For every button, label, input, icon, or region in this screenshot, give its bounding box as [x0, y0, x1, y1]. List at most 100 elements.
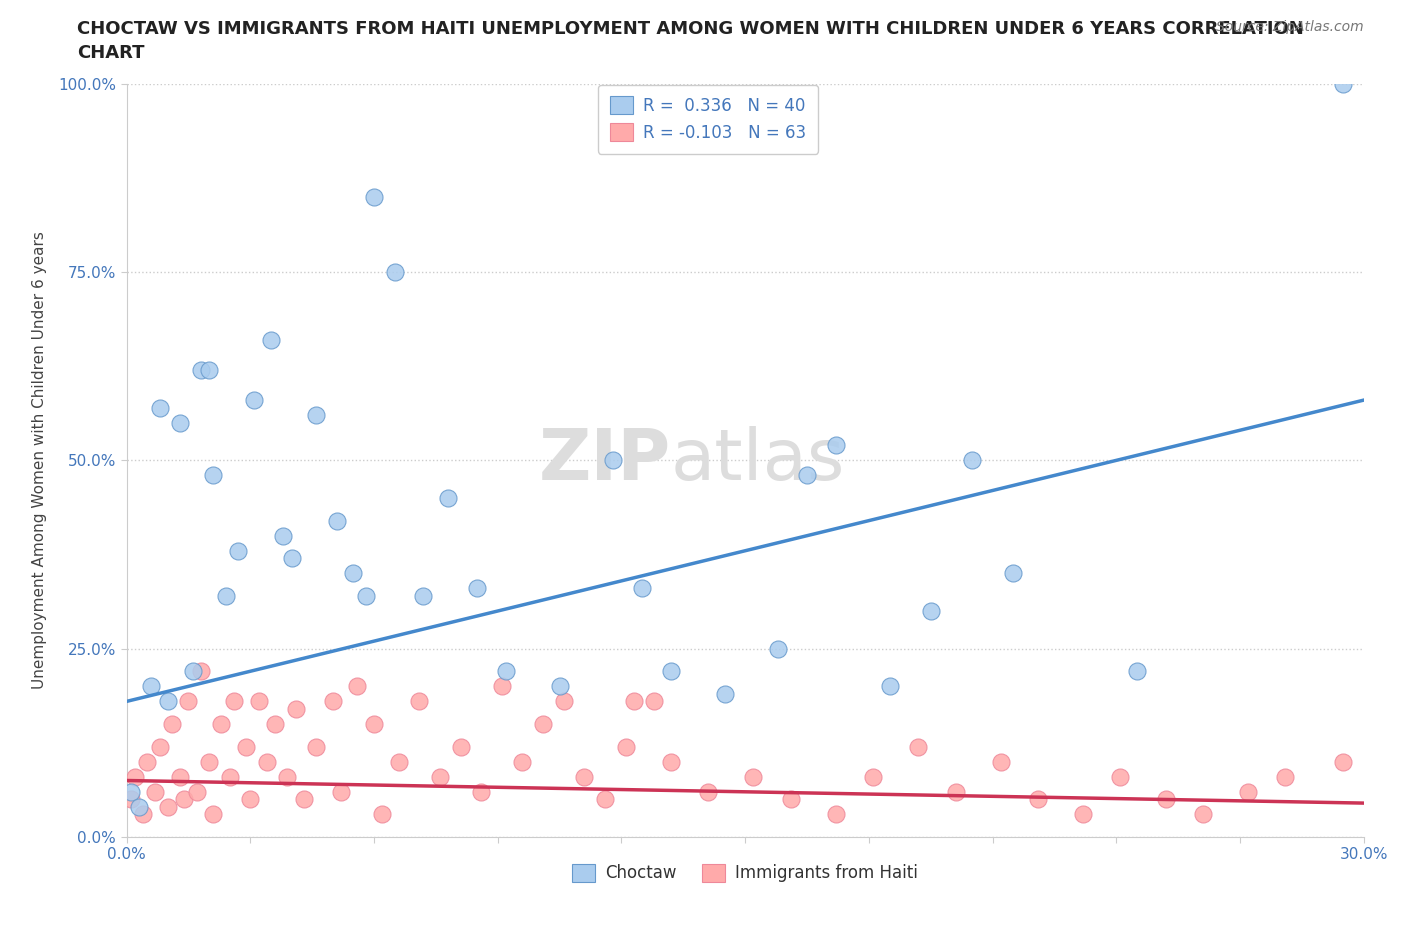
Point	[470, 784, 492, 799]
Point	[284, 701, 307, 716]
Point	[602, 453, 624, 468]
Point	[495, 664, 517, 679]
Point	[198, 754, 221, 769]
Text: CHOCTAW VS IMMIGRANTS FROM HAITI UNEMPLOYMENT AMONG WOMEN WITH CHILDREN UNDER 6 : CHOCTAW VS IMMIGRANTS FROM HAITI UNEMPLO…	[77, 20, 1305, 38]
Point	[429, 769, 451, 784]
Point	[531, 717, 554, 732]
Point	[330, 784, 353, 799]
Point	[1331, 76, 1354, 91]
Point	[825, 807, 848, 822]
Point	[148, 400, 170, 415]
Point	[796, 468, 818, 483]
Point	[465, 581, 488, 596]
Point	[659, 664, 682, 679]
Point	[145, 784, 167, 799]
Legend: Choctaw, Immigrants from Haiti: Choctaw, Immigrants from Haiti	[565, 857, 925, 889]
Point	[181, 664, 204, 679]
Point	[354, 589, 377, 604]
Point	[491, 679, 513, 694]
Point	[384, 264, 406, 279]
Point	[202, 807, 225, 822]
Point	[169, 415, 191, 430]
Point	[1237, 784, 1260, 799]
Point	[190, 363, 212, 378]
Point	[326, 513, 349, 528]
Point	[222, 694, 245, 709]
Point	[593, 792, 616, 807]
Point	[960, 453, 983, 468]
Point	[1109, 769, 1132, 784]
Point	[408, 694, 430, 709]
Point	[346, 679, 368, 694]
Point	[132, 807, 155, 822]
Point	[920, 604, 942, 618]
Point	[363, 717, 385, 732]
Point	[553, 694, 575, 709]
Point	[825, 438, 848, 453]
Point	[862, 769, 884, 784]
Point	[271, 528, 294, 543]
Point	[235, 739, 257, 754]
Point	[124, 769, 146, 784]
Point	[643, 694, 665, 709]
Point	[128, 800, 150, 815]
Point	[260, 332, 283, 347]
Point	[136, 754, 159, 769]
Point	[945, 784, 967, 799]
Y-axis label: Unemployment Among Women with Children Under 6 years: Unemployment Among Women with Children U…	[32, 232, 46, 689]
Point	[202, 468, 225, 483]
Point	[713, 686, 735, 701]
Point	[156, 694, 179, 709]
Point	[614, 739, 637, 754]
Point	[623, 694, 645, 709]
Point	[1154, 792, 1177, 807]
Point	[1126, 664, 1149, 679]
Point	[209, 717, 232, 732]
Point	[148, 739, 170, 754]
Point	[437, 491, 460, 506]
Point	[990, 754, 1012, 769]
Text: atlas: atlas	[671, 426, 845, 495]
Text: Source: ZipAtlas.com: Source: ZipAtlas.com	[1216, 20, 1364, 34]
Point	[243, 392, 266, 407]
Point	[659, 754, 682, 769]
Point	[177, 694, 200, 709]
Point	[120, 792, 142, 807]
Point	[907, 739, 929, 754]
Point	[226, 543, 249, 558]
Point	[256, 754, 278, 769]
Point	[305, 407, 328, 422]
Point	[156, 800, 179, 815]
Point	[190, 664, 212, 679]
Point	[173, 792, 195, 807]
Point	[342, 565, 364, 580]
Point	[305, 739, 328, 754]
Point	[779, 792, 801, 807]
Point	[512, 754, 534, 769]
Point	[1073, 807, 1095, 822]
Point	[186, 784, 208, 799]
Point	[247, 694, 270, 709]
Point	[1026, 792, 1049, 807]
Point	[239, 792, 262, 807]
Point	[1274, 769, 1296, 784]
Point	[388, 754, 411, 769]
Point	[371, 807, 394, 822]
Point	[276, 769, 298, 784]
Point	[264, 717, 287, 732]
Point	[742, 769, 765, 784]
Point	[1002, 565, 1025, 580]
Point	[363, 190, 385, 205]
Point	[322, 694, 344, 709]
Point	[120, 784, 142, 799]
Point	[169, 769, 191, 784]
Point	[218, 769, 240, 784]
Text: ZIP: ZIP	[538, 426, 671, 495]
Point	[697, 784, 720, 799]
Point	[450, 739, 472, 754]
Point	[548, 679, 571, 694]
Point	[160, 717, 183, 732]
Point	[292, 792, 315, 807]
Point	[412, 589, 434, 604]
Point	[1331, 754, 1354, 769]
